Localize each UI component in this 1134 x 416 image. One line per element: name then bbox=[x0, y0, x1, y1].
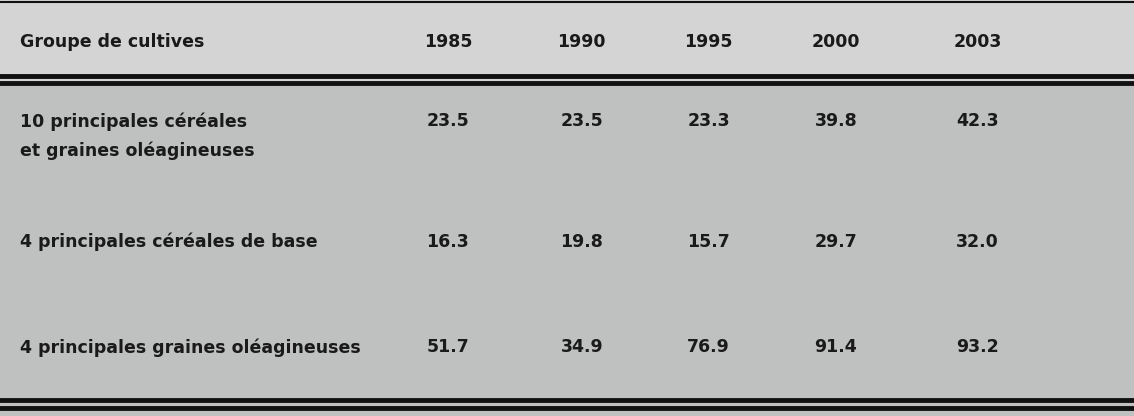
Text: 34.9: 34.9 bbox=[560, 338, 603, 357]
Text: 10 principales céréales: 10 principales céréales bbox=[20, 112, 247, 131]
Text: 39.8: 39.8 bbox=[814, 112, 857, 131]
Text: 16.3: 16.3 bbox=[426, 233, 469, 251]
Text: 32.0: 32.0 bbox=[956, 233, 999, 251]
Bar bbox=[0, 83, 1134, 416]
Text: 2000: 2000 bbox=[812, 32, 860, 51]
Text: 1995: 1995 bbox=[685, 32, 733, 51]
Text: 76.9: 76.9 bbox=[687, 338, 730, 357]
Text: 1985: 1985 bbox=[424, 32, 472, 51]
Text: 42.3: 42.3 bbox=[956, 112, 999, 131]
Text: 2003: 2003 bbox=[954, 32, 1001, 51]
Text: 4 principales graines oléagineuses: 4 principales graines oléagineuses bbox=[20, 338, 361, 357]
Text: 93.2: 93.2 bbox=[956, 338, 999, 357]
Text: 19.8: 19.8 bbox=[560, 233, 603, 251]
Text: et graines oléagineuses: et graines oléagineuses bbox=[20, 141, 255, 160]
Text: 4 principales céréales de base: 4 principales céréales de base bbox=[20, 233, 318, 251]
Text: 29.7: 29.7 bbox=[814, 233, 857, 251]
Text: 1990: 1990 bbox=[558, 32, 606, 51]
Text: 23.5: 23.5 bbox=[560, 112, 603, 131]
Text: 23.3: 23.3 bbox=[687, 112, 730, 131]
Bar bbox=[0, 0, 1134, 83]
Text: Groupe de cultives: Groupe de cultives bbox=[20, 32, 205, 51]
Text: 23.5: 23.5 bbox=[426, 112, 469, 131]
Text: 51.7: 51.7 bbox=[426, 338, 469, 357]
Text: 91.4: 91.4 bbox=[814, 338, 857, 357]
Text: 15.7: 15.7 bbox=[687, 233, 730, 251]
